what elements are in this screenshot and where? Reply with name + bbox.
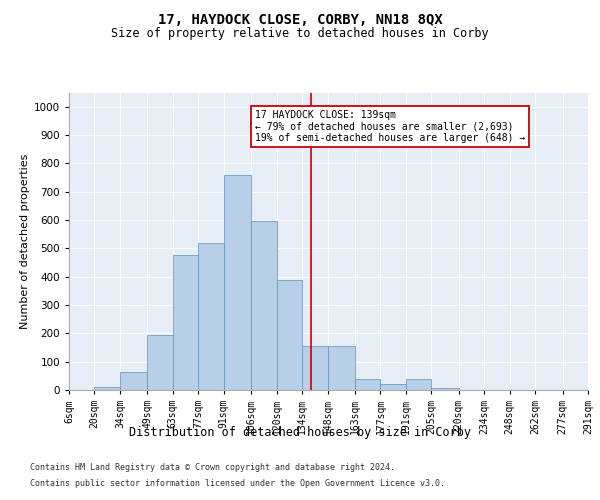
- Bar: [173, 256, 198, 390]
- Text: 17 HAYDOCK CLOSE: 139sqm
← 79% of detached houses are smaller (2,693)
19% of sem: 17 HAYDOCK CLOSE: 139sqm ← 79% of detach…: [255, 110, 525, 142]
- Bar: [431, 388, 459, 390]
- Bar: [224, 174, 251, 390]
- Bar: [355, 378, 380, 390]
- Bar: [198, 242, 224, 390]
- Text: 17, HAYDOCK CLOSE, CORBY, NN18 8QX: 17, HAYDOCK CLOSE, CORBY, NN18 8QX: [158, 12, 442, 26]
- Y-axis label: Number of detached properties: Number of detached properties: [20, 154, 29, 329]
- Text: Contains public sector information licensed under the Open Government Licence v3: Contains public sector information licen…: [30, 478, 445, 488]
- Text: Size of property relative to detached houses in Corby: Size of property relative to detached ho…: [111, 28, 489, 40]
- Bar: [406, 378, 431, 390]
- Bar: [120, 372, 148, 390]
- Bar: [148, 335, 173, 390]
- Bar: [251, 222, 277, 390]
- Bar: [94, 387, 120, 390]
- Bar: [277, 280, 302, 390]
- Bar: [328, 346, 355, 390]
- Bar: [302, 346, 328, 390]
- Text: Contains HM Land Registry data © Crown copyright and database right 2024.: Contains HM Land Registry data © Crown c…: [30, 464, 395, 472]
- Text: Distribution of detached houses by size in Corby: Distribution of detached houses by size …: [129, 426, 471, 439]
- Bar: [380, 384, 406, 390]
